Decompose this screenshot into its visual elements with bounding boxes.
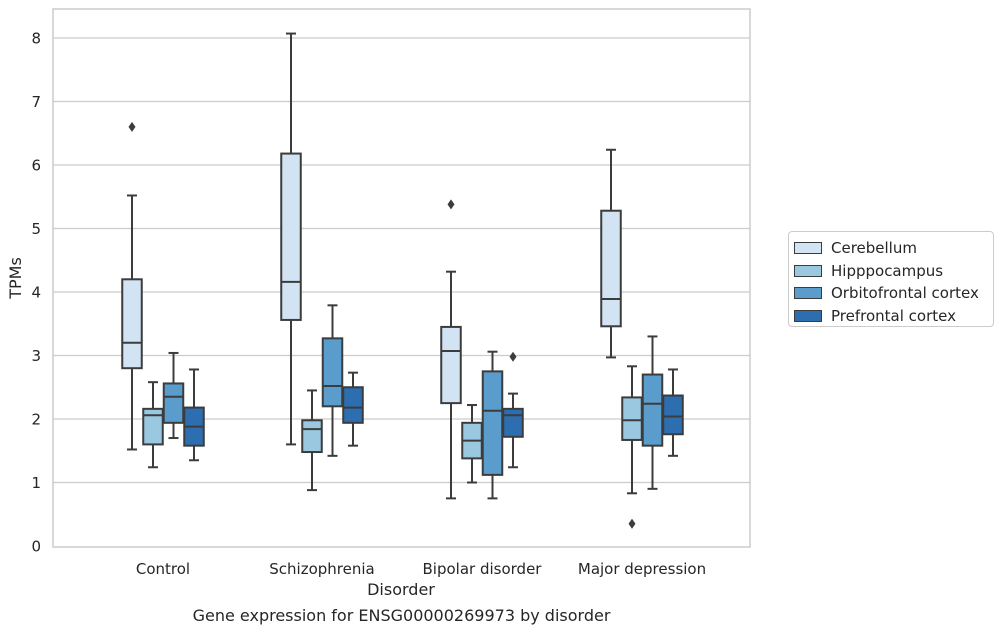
box-cerebellum bbox=[600, 148, 622, 359]
legend-swatch bbox=[794, 242, 822, 255]
outlier-point bbox=[628, 518, 636, 529]
box-iqr bbox=[641, 373, 664, 447]
chart-title: Gene expression for ENSG00000269973 by d… bbox=[192, 606, 611, 625]
x-tick-label: Schizophrenia bbox=[269, 560, 374, 578]
legend-item: Prefrontal cortex bbox=[792, 305, 993, 328]
box-cerebellum bbox=[121, 121, 143, 451]
legend-label: Cerebellum bbox=[831, 239, 917, 258]
box-cerebellum bbox=[280, 32, 302, 446]
outlier-point bbox=[447, 199, 455, 210]
x-axis-ticks: Control Schizophrenia Bipolar disorder Majo… bbox=[136, 560, 706, 578]
box-hipppocampus bbox=[301, 389, 323, 492]
x-tick-label: Major depression bbox=[578, 560, 706, 578]
x-tick-label: Control bbox=[136, 560, 190, 578]
box-orbitofrontal-cortex bbox=[321, 304, 344, 457]
box-iqr bbox=[342, 386, 364, 424]
y-tick-label: 4 bbox=[31, 284, 41, 302]
y-tick-label: 6 bbox=[31, 157, 41, 175]
legend-label: Hipppocampus bbox=[831, 261, 944, 280]
legend-swatch bbox=[794, 264, 822, 277]
box-iqr bbox=[621, 396, 643, 441]
legend-swatch bbox=[794, 287, 822, 300]
box-iqr bbox=[280, 152, 302, 321]
box-hipppocampus bbox=[461, 404, 483, 484]
legend-swatch bbox=[794, 309, 822, 322]
box-hipppocampus bbox=[621, 365, 643, 529]
y-axis-label: TPMs bbox=[6, 257, 25, 300]
legend: Cerebellum Hipppocampus Orbitofrontal cort… bbox=[788, 231, 994, 327]
box-iqr bbox=[600, 209, 622, 328]
legend-label: Prefrontal cortex bbox=[831, 306, 956, 325]
x-tick-label: Bipolar disorder bbox=[423, 560, 543, 578]
box-iqr bbox=[162, 382, 185, 424]
plot-frame bbox=[52, 8, 751, 548]
y-tick-label: 0 bbox=[31, 538, 41, 556]
box-iqr bbox=[142, 407, 164, 446]
y-tick-label: 5 bbox=[31, 220, 41, 238]
box-cerebellum bbox=[440, 199, 462, 500]
box-orbitofrontal-cortex bbox=[641, 335, 664, 490]
y-axis-ticks: 0 1 2 3 4 5 6 7 8 bbox=[31, 30, 41, 556]
box-prefrontal-cortex bbox=[662, 368, 684, 457]
box-iqr bbox=[321, 337, 344, 408]
outlier-point bbox=[509, 351, 517, 362]
box-orbitofrontal-cortex bbox=[162, 351, 185, 440]
box-prefrontal-cortex bbox=[502, 351, 524, 469]
box-iqr bbox=[502, 407, 524, 438]
box-iqr bbox=[440, 325, 462, 405]
box-iqr bbox=[662, 394, 684, 436]
y-tick-label: 8 bbox=[31, 30, 41, 48]
box-orbitofrontal-cortex bbox=[481, 350, 504, 500]
x-axis-label: Disorder bbox=[367, 580, 435, 599]
box-prefrontal-cortex bbox=[342, 371, 364, 447]
outlier-point bbox=[128, 121, 136, 132]
box-iqr bbox=[121, 278, 143, 370]
box-series bbox=[121, 32, 684, 529]
legend-label: Orbitofrontal cortex bbox=[831, 284, 979, 303]
y-tick-label: 1 bbox=[31, 474, 41, 492]
box-iqr bbox=[481, 370, 504, 476]
box-prefrontal-cortex bbox=[183, 368, 205, 462]
y-tick-label: 3 bbox=[31, 347, 41, 365]
legend-item: Hipppocampus bbox=[792, 260, 993, 283]
legend-item: Orbitofrontal cortex bbox=[792, 282, 993, 305]
legend-item: Cerebellum bbox=[792, 237, 993, 260]
box-iqr bbox=[301, 419, 323, 454]
y-tick-label: 7 bbox=[31, 93, 41, 111]
y-tick-label: 2 bbox=[31, 411, 41, 429]
box-hipppocampus bbox=[142, 381, 164, 469]
